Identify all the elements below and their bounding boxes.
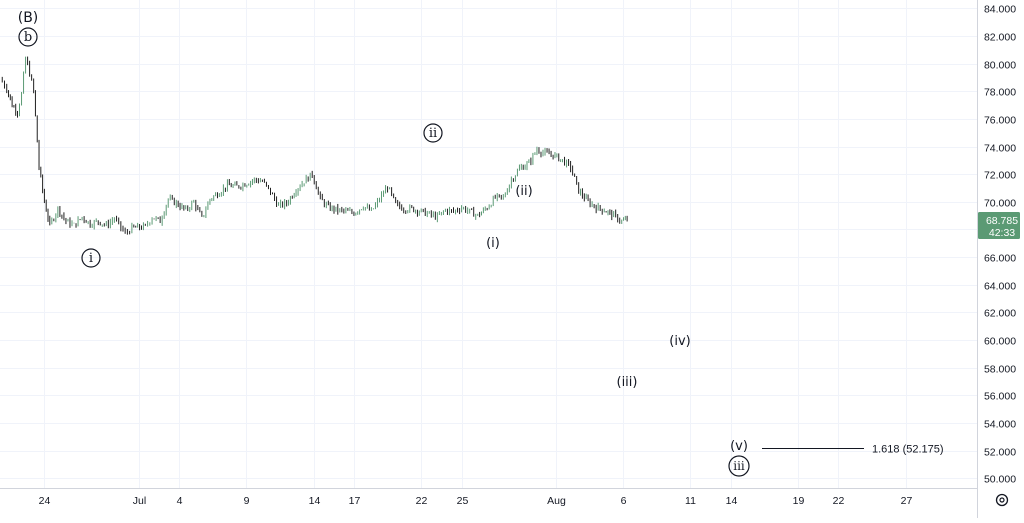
price-tick-label: 66.000 (984, 253, 1016, 265)
price-tick-label: 58.000 (984, 364, 1016, 376)
time-tick-label: 17 (349, 495, 361, 507)
time-tick-label: 9 (244, 495, 250, 507)
time-tick-label: 11 (685, 495, 696, 507)
price-tick-label: 80.000 (984, 60, 1016, 72)
price-scale[interactable]: 84.000 82.000 80.000 78.000 76.000 74.000 72.0… (984, 4, 1016, 486)
fib-extension-label: 1.618 (52.175) (872, 444, 944, 456)
wave-circle-b (18, 27, 38, 47)
time-tick-label: 6 (621, 495, 627, 507)
wave-label-paren-ii: (ii) (515, 184, 532, 199)
wave-circle-iii (728, 455, 750, 477)
wave-label-i: i (89, 251, 93, 266)
time-tick-label: 19 (793, 495, 805, 507)
price-series (1, 56, 628, 235)
price-tick-label: 74.000 (984, 143, 1016, 155)
price-tick-label: 52.000 (984, 447, 1016, 459)
price-tick-label: 78.000 (984, 87, 1016, 99)
price-tick-label: 56.000 (984, 391, 1016, 403)
wave-label-ii: ii (429, 126, 437, 141)
wave-label-paren-iii: (iii) (617, 375, 638, 390)
time-tick-label: 14 (726, 495, 738, 507)
time-tick-label: 24 (39, 495, 51, 507)
wave-circle-ii (423, 123, 443, 143)
grid-layer (0, 0, 977, 488)
last-price-bg (978, 212, 1020, 239)
time-tick-label: 25 (457, 495, 469, 507)
price-tick-label: 84.000 (984, 4, 1016, 16)
price-tick-label: 50.000 (984, 474, 1016, 486)
bar-countdown: 42:33 (989, 227, 1015, 239)
time-tick-label: 22 (833, 495, 845, 507)
time-tick-label: Jul (133, 495, 146, 507)
price-tick-label: 72.000 (984, 170, 1016, 182)
last-price-tag: 68.785 42:33 (978, 212, 1020, 239)
time-tick-label: 4 (177, 495, 183, 507)
wave-label-b: b (24, 30, 32, 45)
last-price-value: 68.785 (986, 215, 1018, 227)
time-tick-label: 14 (309, 495, 321, 507)
price-tick-label: 60.000 (984, 336, 1016, 348)
price-tick-label: 54.000 (984, 419, 1016, 431)
wave-label-paren-iv: (iv) (669, 334, 690, 349)
price-tick-label: 62.000 (984, 308, 1016, 320)
time-tick-label: 27 (901, 495, 913, 507)
time-tick-label: Aug (547, 495, 566, 507)
wave-label-iii: iii (733, 459, 745, 473)
wave-label-paren-v: (v) (730, 439, 748, 454)
wave-circle-i (81, 248, 101, 268)
time-tick-label: 22 (416, 495, 428, 507)
settings-gear-icon[interactable] (995, 493, 1009, 507)
price-tick-label: 76.000 (984, 115, 1016, 127)
wave-label-B: (B) (18, 10, 39, 26)
time-axis[interactable]: 24 Jul 4 9 14 17 22 25 Aug 6 11 14 19 22 27 (39, 495, 913, 507)
price-tick-label: 64.000 (984, 281, 1016, 293)
price-tick-label: 70.000 (984, 198, 1016, 210)
price-tick-label: 82.000 (984, 32, 1016, 44)
wave-label-paren-i: (i) (486, 236, 500, 251)
